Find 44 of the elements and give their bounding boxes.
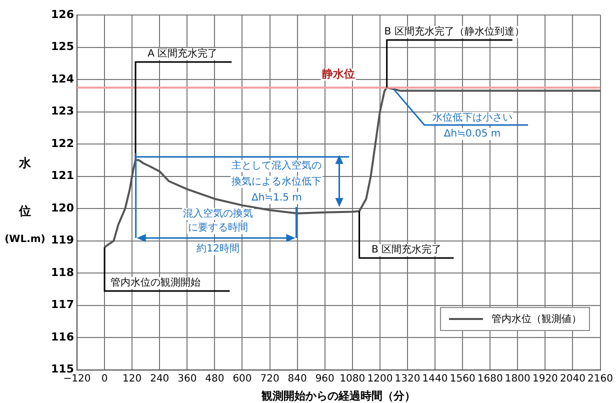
x-tick-label: −120 bbox=[63, 373, 91, 384]
y-tick-label: 120 bbox=[51, 201, 74, 214]
y-tick-label: 124 bbox=[51, 72, 74, 86]
x-tick-label: 1320 bbox=[394, 373, 420, 384]
y-tick-label: 126 bbox=[51, 8, 74, 21]
x-tick-label: 720 bbox=[260, 373, 280, 384]
y-tick-label: 118 bbox=[51, 266, 74, 279]
x-tick-label: 1800 bbox=[504, 373, 530, 384]
text: 水位(WL.m) bbox=[4, 156, 46, 245]
x-tick-label: 2160 bbox=[588, 373, 613, 384]
y-tick-label: 116 bbox=[51, 330, 74, 344]
y-tick-label: 119 bbox=[51, 234, 74, 247]
legend-label: 管内水位（観測値） bbox=[491, 312, 582, 326]
annotation: 管内水位の観測開始 bbox=[110, 276, 200, 289]
annotation: 主として混入空気の換気による水位低下Δh≒1.5 m bbox=[232, 160, 322, 204]
ref-line-label: 静水位 bbox=[320, 67, 355, 80]
annotation: 混入空気の換気に要する時間 bbox=[182, 208, 253, 234]
x-tick-label: 1680 bbox=[477, 373, 503, 384]
y-tick-label: 115 bbox=[51, 362, 74, 376]
x-tick-label: 1080 bbox=[340, 373, 366, 384]
y-tick-label: 123 bbox=[51, 104, 74, 118]
x-tick-label: 120 bbox=[122, 373, 142, 384]
y-tick-label: 125 bbox=[51, 40, 74, 54]
y-tick-label: 121 bbox=[51, 169, 74, 182]
x-axis-title: 観測開始からの経過時間（分） bbox=[260, 389, 416, 402]
x-tick-label: 0 bbox=[101, 373, 108, 384]
x-tick-label: 1440 bbox=[422, 373, 448, 384]
x-tick-label: 1200 bbox=[367, 373, 393, 384]
annotation: B 区間充水完了 bbox=[372, 244, 442, 256]
y-tick-label: 122 bbox=[51, 136, 74, 150]
annotation: B 区間充水完了（静水位到達） bbox=[384, 26, 524, 38]
x-tick-label: 480 bbox=[205, 373, 224, 384]
x-tick-label: 960 bbox=[315, 373, 334, 384]
x-tick-label: 600 bbox=[232, 373, 252, 384]
y-tick-label: 117 bbox=[51, 298, 74, 312]
x-tick-label: 360 bbox=[178, 373, 197, 384]
x-tick-label: 1920 bbox=[532, 373, 558, 384]
x-tick-label: 1560 bbox=[450, 373, 476, 384]
x-tick-label: 240 bbox=[150, 373, 170, 384]
annotation: A 区間充水完了 bbox=[148, 48, 218, 60]
x-tick-label: 2040 bbox=[560, 373, 586, 384]
x-tick-label: 840 bbox=[288, 373, 307, 384]
annotation: 水位低下は小さいΔh≒0.05 m bbox=[432, 112, 512, 140]
annotation: 約12時間 bbox=[196, 242, 240, 255]
